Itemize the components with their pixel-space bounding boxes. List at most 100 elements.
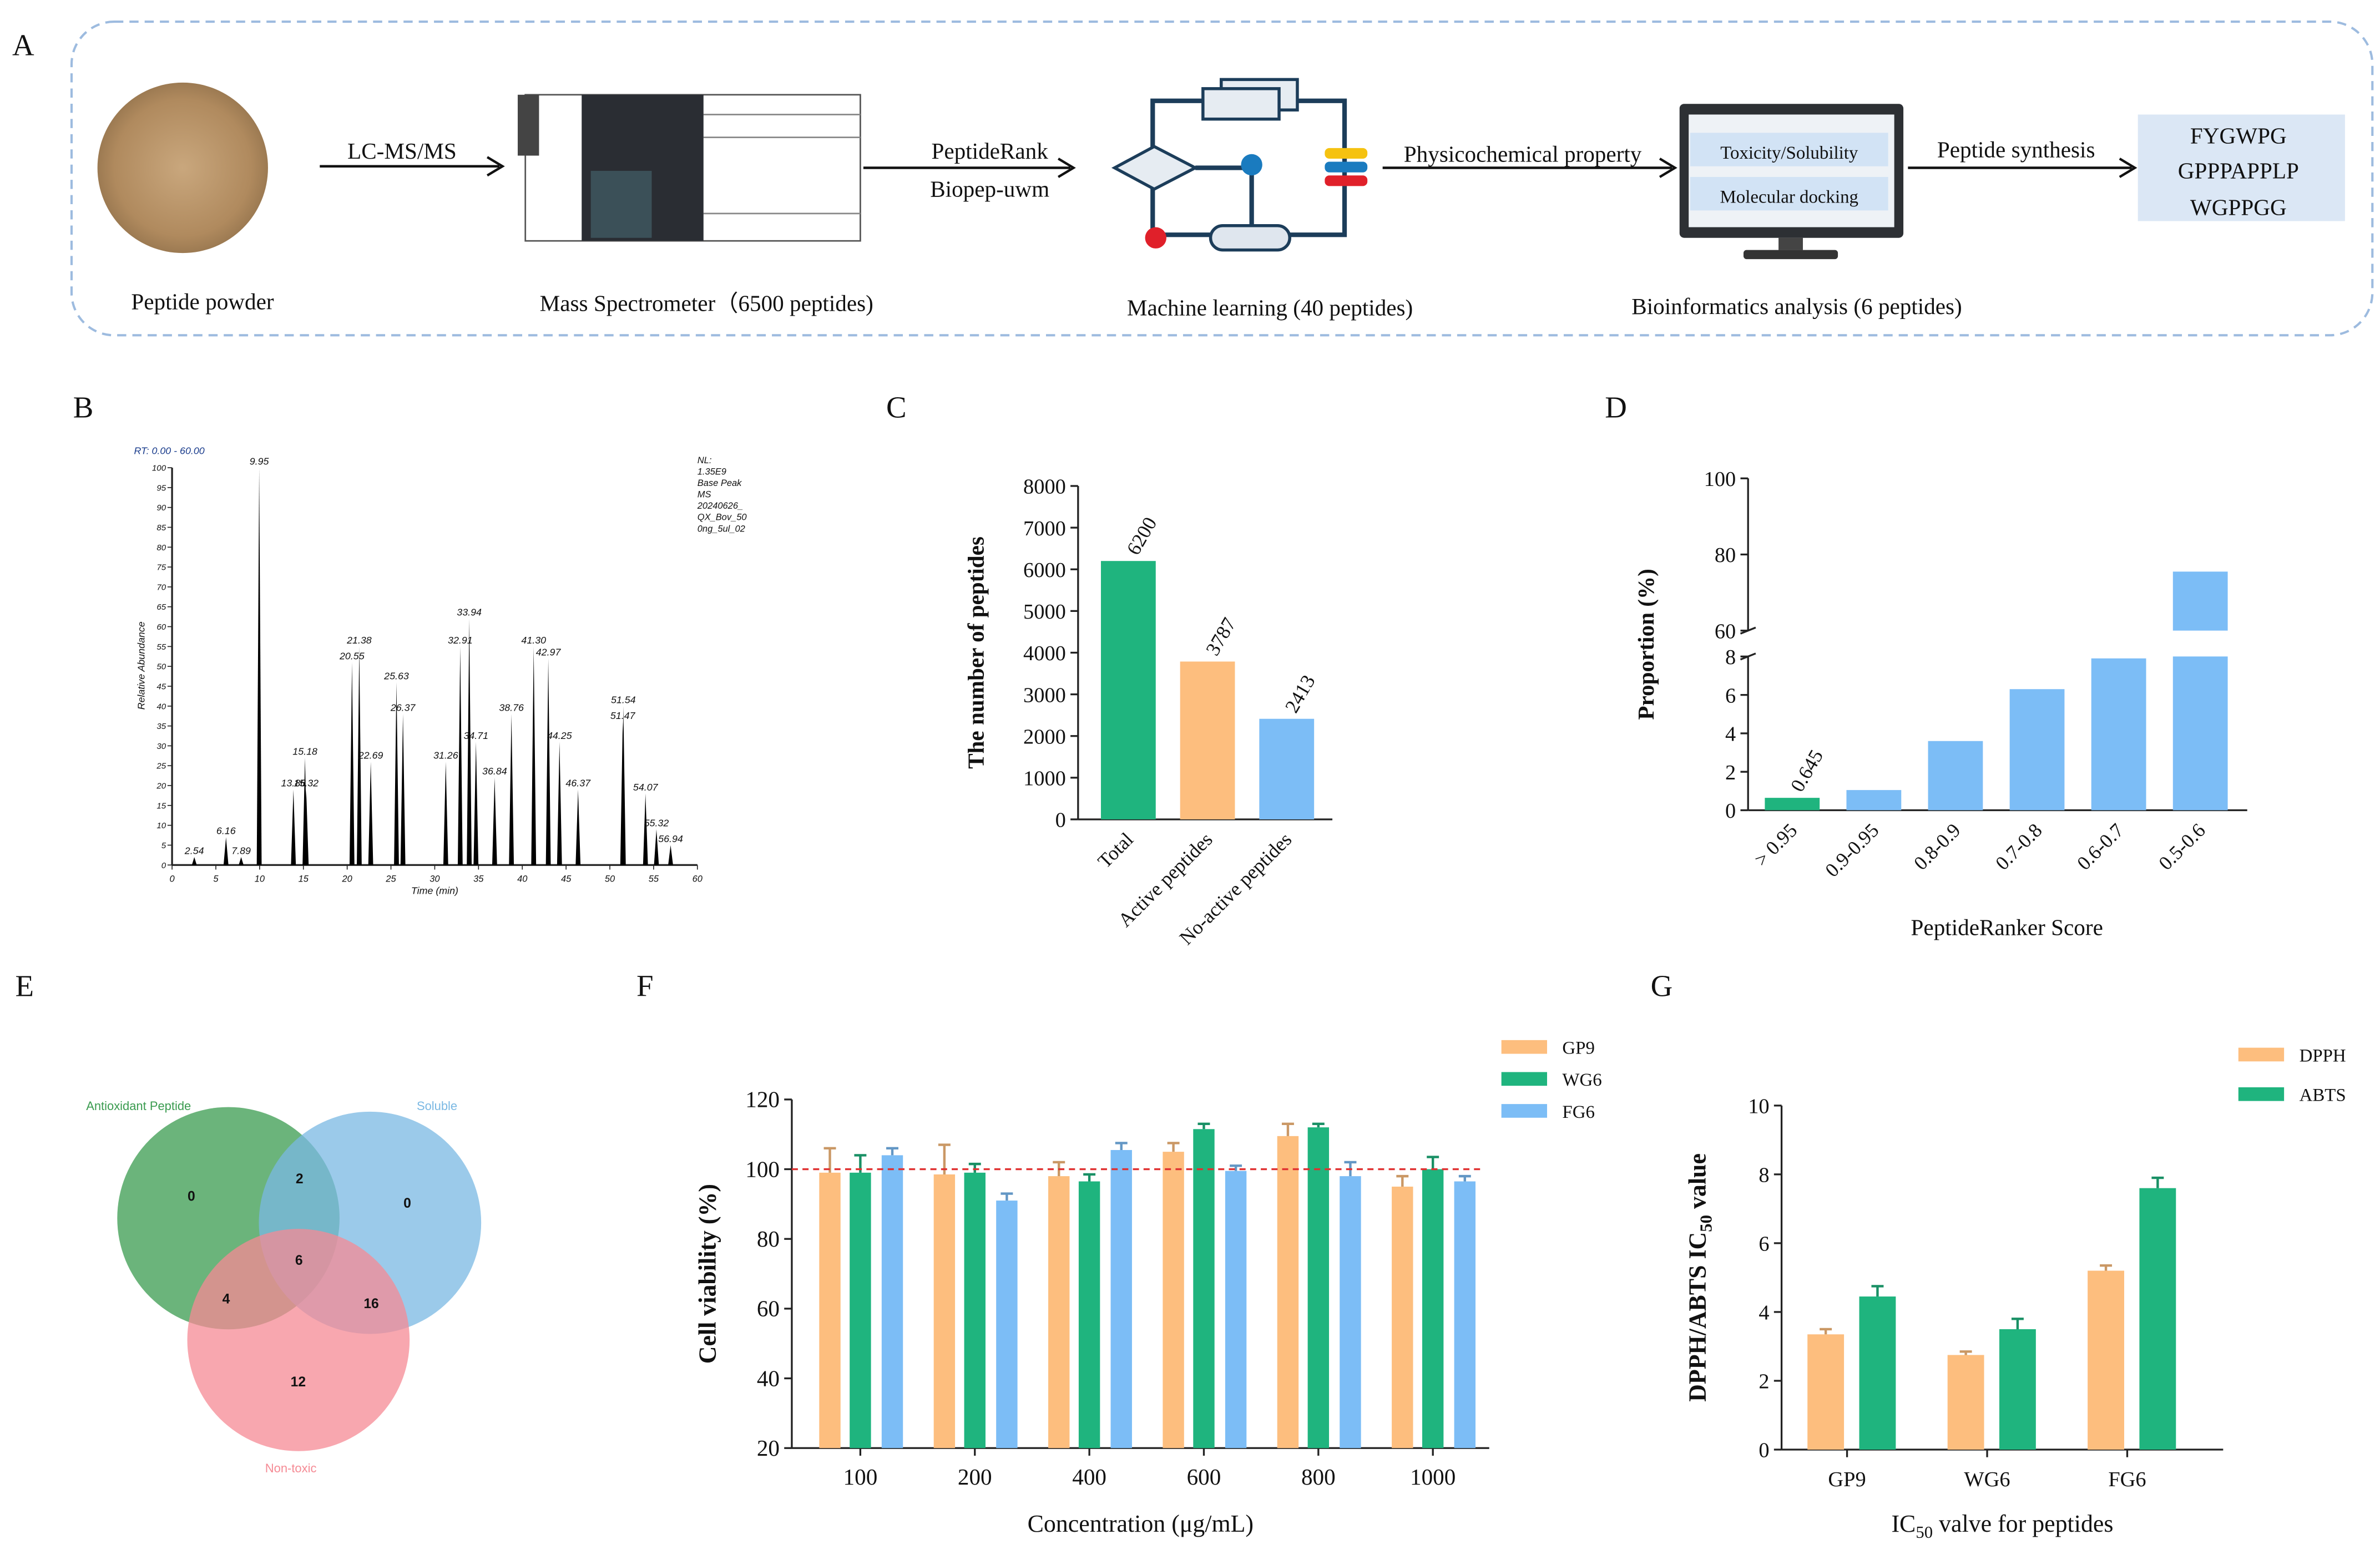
bar (1999, 1329, 2036, 1450)
set-name: Antioxidant Peptide (86, 1099, 191, 1113)
y-tick-label: 0 (1055, 809, 1066, 832)
bar (2088, 1270, 2124, 1450)
monitor (1679, 104, 1904, 260)
bar (1078, 1181, 1100, 1448)
label-part: 50 (1696, 1215, 1715, 1232)
y-tick-label: 80 (1715, 544, 1736, 567)
x-tick-label: 30 (429, 874, 440, 884)
label-part: value (1684, 1153, 1711, 1215)
panel-a: A Peptide powder LC-MS/MS PeptideRank Bi… (12, 21, 2374, 337)
bar (1340, 1176, 1361, 1448)
x-tick-label: Total (1093, 828, 1138, 873)
y-tick-label: 85 (156, 523, 166, 533)
label-part: 50 (1916, 1523, 1933, 1542)
peak-label: 38.76 (499, 702, 524, 713)
arrow-label: LC-MS/MS (347, 138, 457, 164)
screen-text: Toxicity/Solubility (1720, 143, 1858, 163)
ms-window (590, 170, 652, 238)
panel-label: A (12, 28, 34, 62)
y-tick-label: 30 (156, 742, 166, 751)
peak-label: 25.63 (383, 670, 409, 681)
peak-label: 15.32 (294, 778, 319, 789)
x-tick-label: 5 (213, 874, 219, 884)
peak-label: 51.47 (610, 710, 636, 721)
x-tick-label: 55 (649, 874, 659, 884)
bar (881, 1155, 903, 1448)
peak-label: 55.32 (644, 817, 669, 828)
region-count: 4 (223, 1291, 230, 1306)
arrow-label: Physicochemical property (1404, 141, 1642, 167)
peak (256, 468, 262, 865)
peak (291, 789, 296, 865)
value-label: 6200 (1122, 513, 1161, 559)
peak (509, 714, 514, 865)
peak-label: 6.16 (216, 825, 236, 837)
y-tick-label: 10 (156, 821, 166, 830)
peak-label: 56.94 (658, 833, 683, 844)
x-tick-label: 15 (299, 874, 309, 884)
x-tick-label: WG6 (1964, 1468, 2010, 1491)
bar (819, 1172, 841, 1448)
y-tick-label: 20 (757, 1435, 780, 1461)
peak (531, 646, 537, 865)
venn: Antioxidant Peptide Soluble Non-toxic 0 0 2 6 4… (86, 1099, 482, 1475)
y-tick-label: 2000 (1023, 725, 1066, 748)
ml-diamond (1111, 144, 1199, 191)
info: NL: (698, 455, 712, 465)
arrow-label: PeptideRank (931, 138, 1048, 164)
peptide: FYGWPG (2190, 123, 2287, 149)
peak (457, 646, 463, 865)
y-tick-label: 60 (156, 622, 166, 632)
x-tick-label: 40 (517, 874, 528, 884)
peak-label: 36.84 (482, 766, 507, 777)
panel-label: E (15, 969, 34, 1002)
value-label: 3787 (1201, 614, 1240, 659)
peak (223, 837, 229, 865)
peak (643, 793, 648, 865)
legend-swatch (1501, 1072, 1547, 1086)
error-bar (886, 1147, 899, 1156)
error-bar (1230, 1164, 1242, 1171)
y-tick-label: 4 (1759, 1301, 1769, 1325)
legend-label: FG6 (1562, 1102, 1595, 1122)
step-label: Mass Spectrometer（6500 peptides) (540, 290, 873, 316)
y-tick-label: 80 (757, 1226, 780, 1252)
y-tick-label: 2 (1759, 1370, 1769, 1394)
bar (1454, 1181, 1476, 1448)
ml-doc (1201, 87, 1281, 121)
region-count: 6 (295, 1253, 303, 1268)
peak-label: 22.69 (358, 750, 383, 761)
arrow (320, 156, 505, 177)
y-tick-label: 5 (161, 841, 166, 850)
mass-spectrometer (517, 94, 861, 242)
x-tick-label: 25 (385, 874, 396, 884)
peak-label: 33.94 (457, 607, 482, 618)
arrow-label: Peptide synthesis (1937, 136, 2095, 162)
screen-item (1690, 133, 1888, 166)
y-tick-label: 0 (161, 861, 166, 870)
peak (191, 857, 197, 865)
error-bar (1000, 1192, 1013, 1201)
x-axis-label: IC50 valve for peptides (1891, 1511, 2113, 1542)
y-tick-label: 100 (745, 1156, 780, 1182)
peak-label: 7.89 (231, 845, 251, 856)
peak-label: 9.95 (250, 456, 269, 467)
peak (357, 646, 362, 865)
peak (620, 706, 626, 865)
y-tick-label: 50 (156, 662, 166, 672)
arrow-label: Biopep-uwm (930, 176, 1049, 202)
x-tick-label: 600 (1187, 1464, 1221, 1490)
x-tick-label: 0.9-0.95 (1821, 819, 1883, 881)
step-label: Peptide powder (131, 289, 274, 315)
bar (964, 1172, 986, 1448)
error-bar (2011, 1318, 2024, 1329)
peak-label: 20.55 (339, 651, 365, 662)
x-tick-label: 60 (693, 874, 703, 884)
arrows (320, 156, 2138, 178)
panel-label: D (1605, 391, 1627, 424)
peak (557, 742, 562, 865)
panel-label: C (886, 391, 907, 424)
y-tick-label: 95 (156, 483, 166, 493)
peak-label: 21.38 (346, 635, 372, 646)
